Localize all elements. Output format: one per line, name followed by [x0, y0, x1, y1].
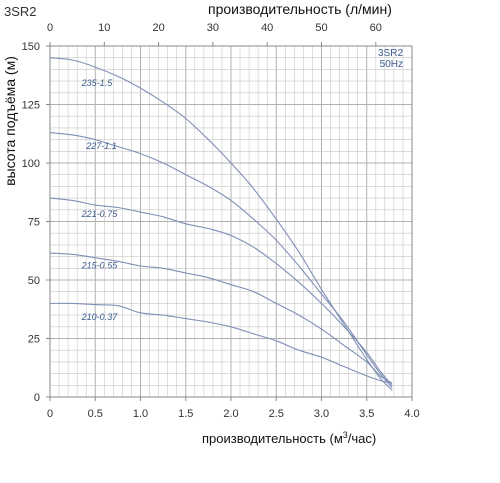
model-label: 3SR2: [4, 4, 37, 19]
x-tick-label: 3.5: [359, 408, 374, 420]
y-tick-label: 150: [22, 41, 40, 53]
top-tick-label: 0: [47, 22, 53, 34]
y-tick-label: 125: [22, 100, 40, 112]
top-tick-label: 60: [370, 22, 382, 34]
top-tick-label: 50: [315, 22, 327, 34]
performance-curve-221-0.75: [49, 197, 393, 386]
y-tick-label: 25: [28, 334, 40, 346]
badge-line-1: 3SR2: [378, 48, 403, 59]
curve-label-215-0.55: 215-0.55: [81, 260, 119, 270]
x-tick-label: 0: [47, 408, 53, 420]
y-tick-label: 0: [34, 392, 40, 404]
badge-line-2: 50Hz: [380, 59, 403, 70]
curve-label-221-0.75: 221-0.75: [81, 209, 119, 219]
axis-ticks: 0 0.5 1.0 1.5 2.0 2.5 3.0 3.5 4.0025507510012515…: [22, 22, 420, 420]
plot-frame: [49, 45, 413, 398]
x-tick-label: 1.0: [133, 408, 148, 420]
curve-label-227-1.1: 227-1.1: [85, 141, 117, 151]
top-tick-label: 30: [207, 22, 219, 34]
curve-label-235-1.5: 235-1.5: [81, 78, 114, 88]
performance-curve-210-0.37: [49, 302, 393, 384]
bottom-axis-label-sup: 3: [343, 430, 348, 440]
x-tick-label: 1.5: [178, 408, 193, 420]
x-tick-label: 2.0: [223, 408, 238, 420]
top-tick-label: 10: [98, 22, 110, 34]
x-tick-label: 3.0: [314, 408, 329, 420]
x-tick-label: 4.0: [404, 408, 419, 420]
performance-curve-215-0.55: [49, 252, 393, 384]
badge: 3SR2 50Hz: [378, 48, 403, 70]
performance-curve-227-1.1: [49, 132, 393, 388]
y-tick-label: 100: [22, 158, 40, 170]
top-axis-label: производительность (л/мин): [208, 1, 392, 17]
x-tick-label: 2.5: [269, 408, 284, 420]
top-tick-label: 20: [152, 22, 164, 34]
bottom-axis-label-prefix: производительность (м: [202, 431, 343, 446]
bottom-axis-label-suffix: /час): [348, 431, 376, 446]
top-tick-label: 40: [261, 22, 273, 34]
performance-curve-235-1.5: [49, 57, 393, 391]
bottom-axis-label: производительность (м3/час): [202, 430, 376, 446]
performance-curves: 235-1.5 227-1.1 221-0.75 215-0.55 210-0.37: [49, 57, 393, 391]
x-tick-label: 0.5: [88, 408, 103, 420]
grid: [50, 46, 412, 397]
y-axis-label: высота подъёма (м): [2, 56, 18, 186]
y-tick-label: 75: [28, 217, 40, 229]
curve-label-210-0.37: 210-0.37: [81, 312, 119, 322]
y-tick-label: 50: [28, 275, 40, 287]
